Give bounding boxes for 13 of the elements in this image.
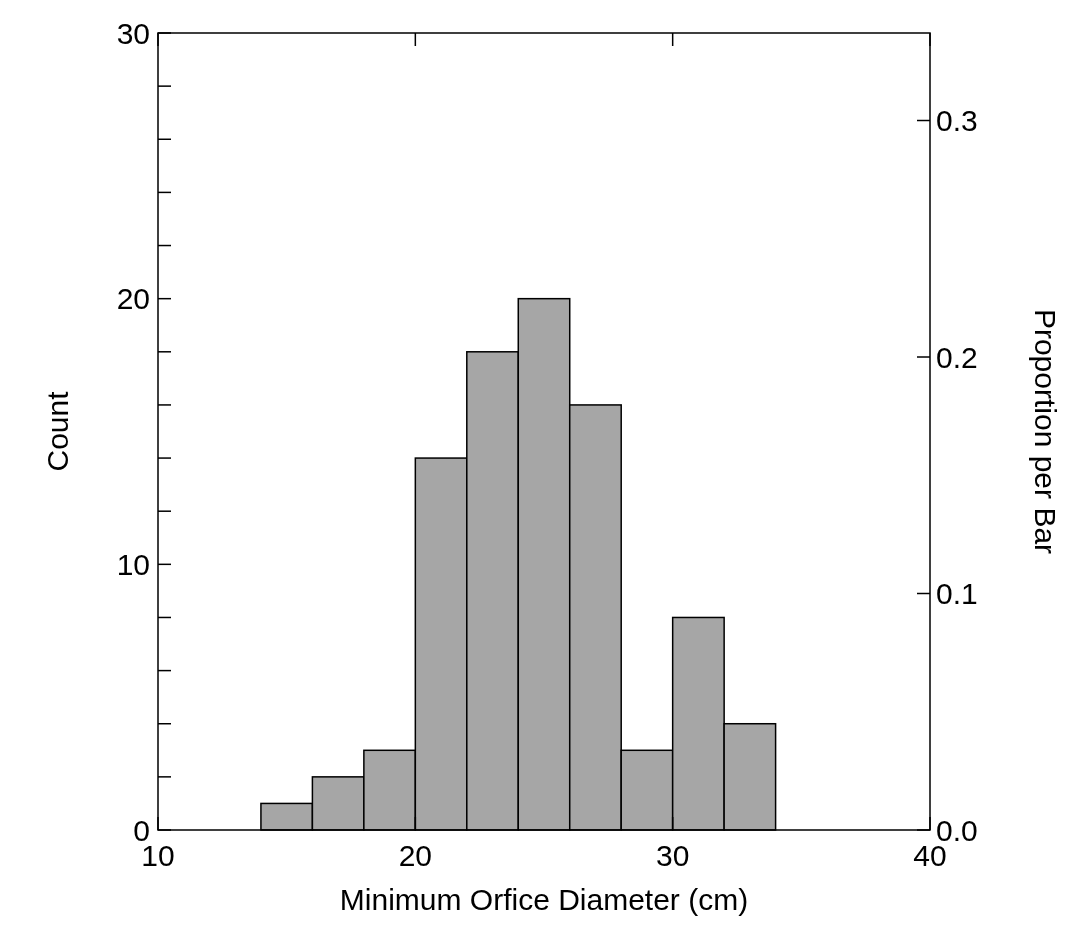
y2-tick-label: 0.1 (936, 577, 978, 610)
y-axis-title: Count (41, 390, 74, 472)
x-tick-label: 20 (398, 839, 433, 872)
y2-tick-label: 0.2 (936, 340, 978, 374)
y-tick-label: 30 (116, 16, 150, 50)
y2-tick-label: 0.3 (936, 104, 978, 137)
y-tick-label: 10 (116, 547, 150, 581)
x-axis-title: Minimum Orfice Diameter (cm) (339, 883, 749, 916)
y-tick-label: 0 (133, 813, 150, 847)
y2-axis-title: Proportion per Bar (1029, 308, 1062, 555)
y-tick-label: 20 (116, 282, 150, 316)
x-tick-label: 30 (655, 839, 690, 872)
y2-tick-label: 0.0 (936, 813, 978, 847)
